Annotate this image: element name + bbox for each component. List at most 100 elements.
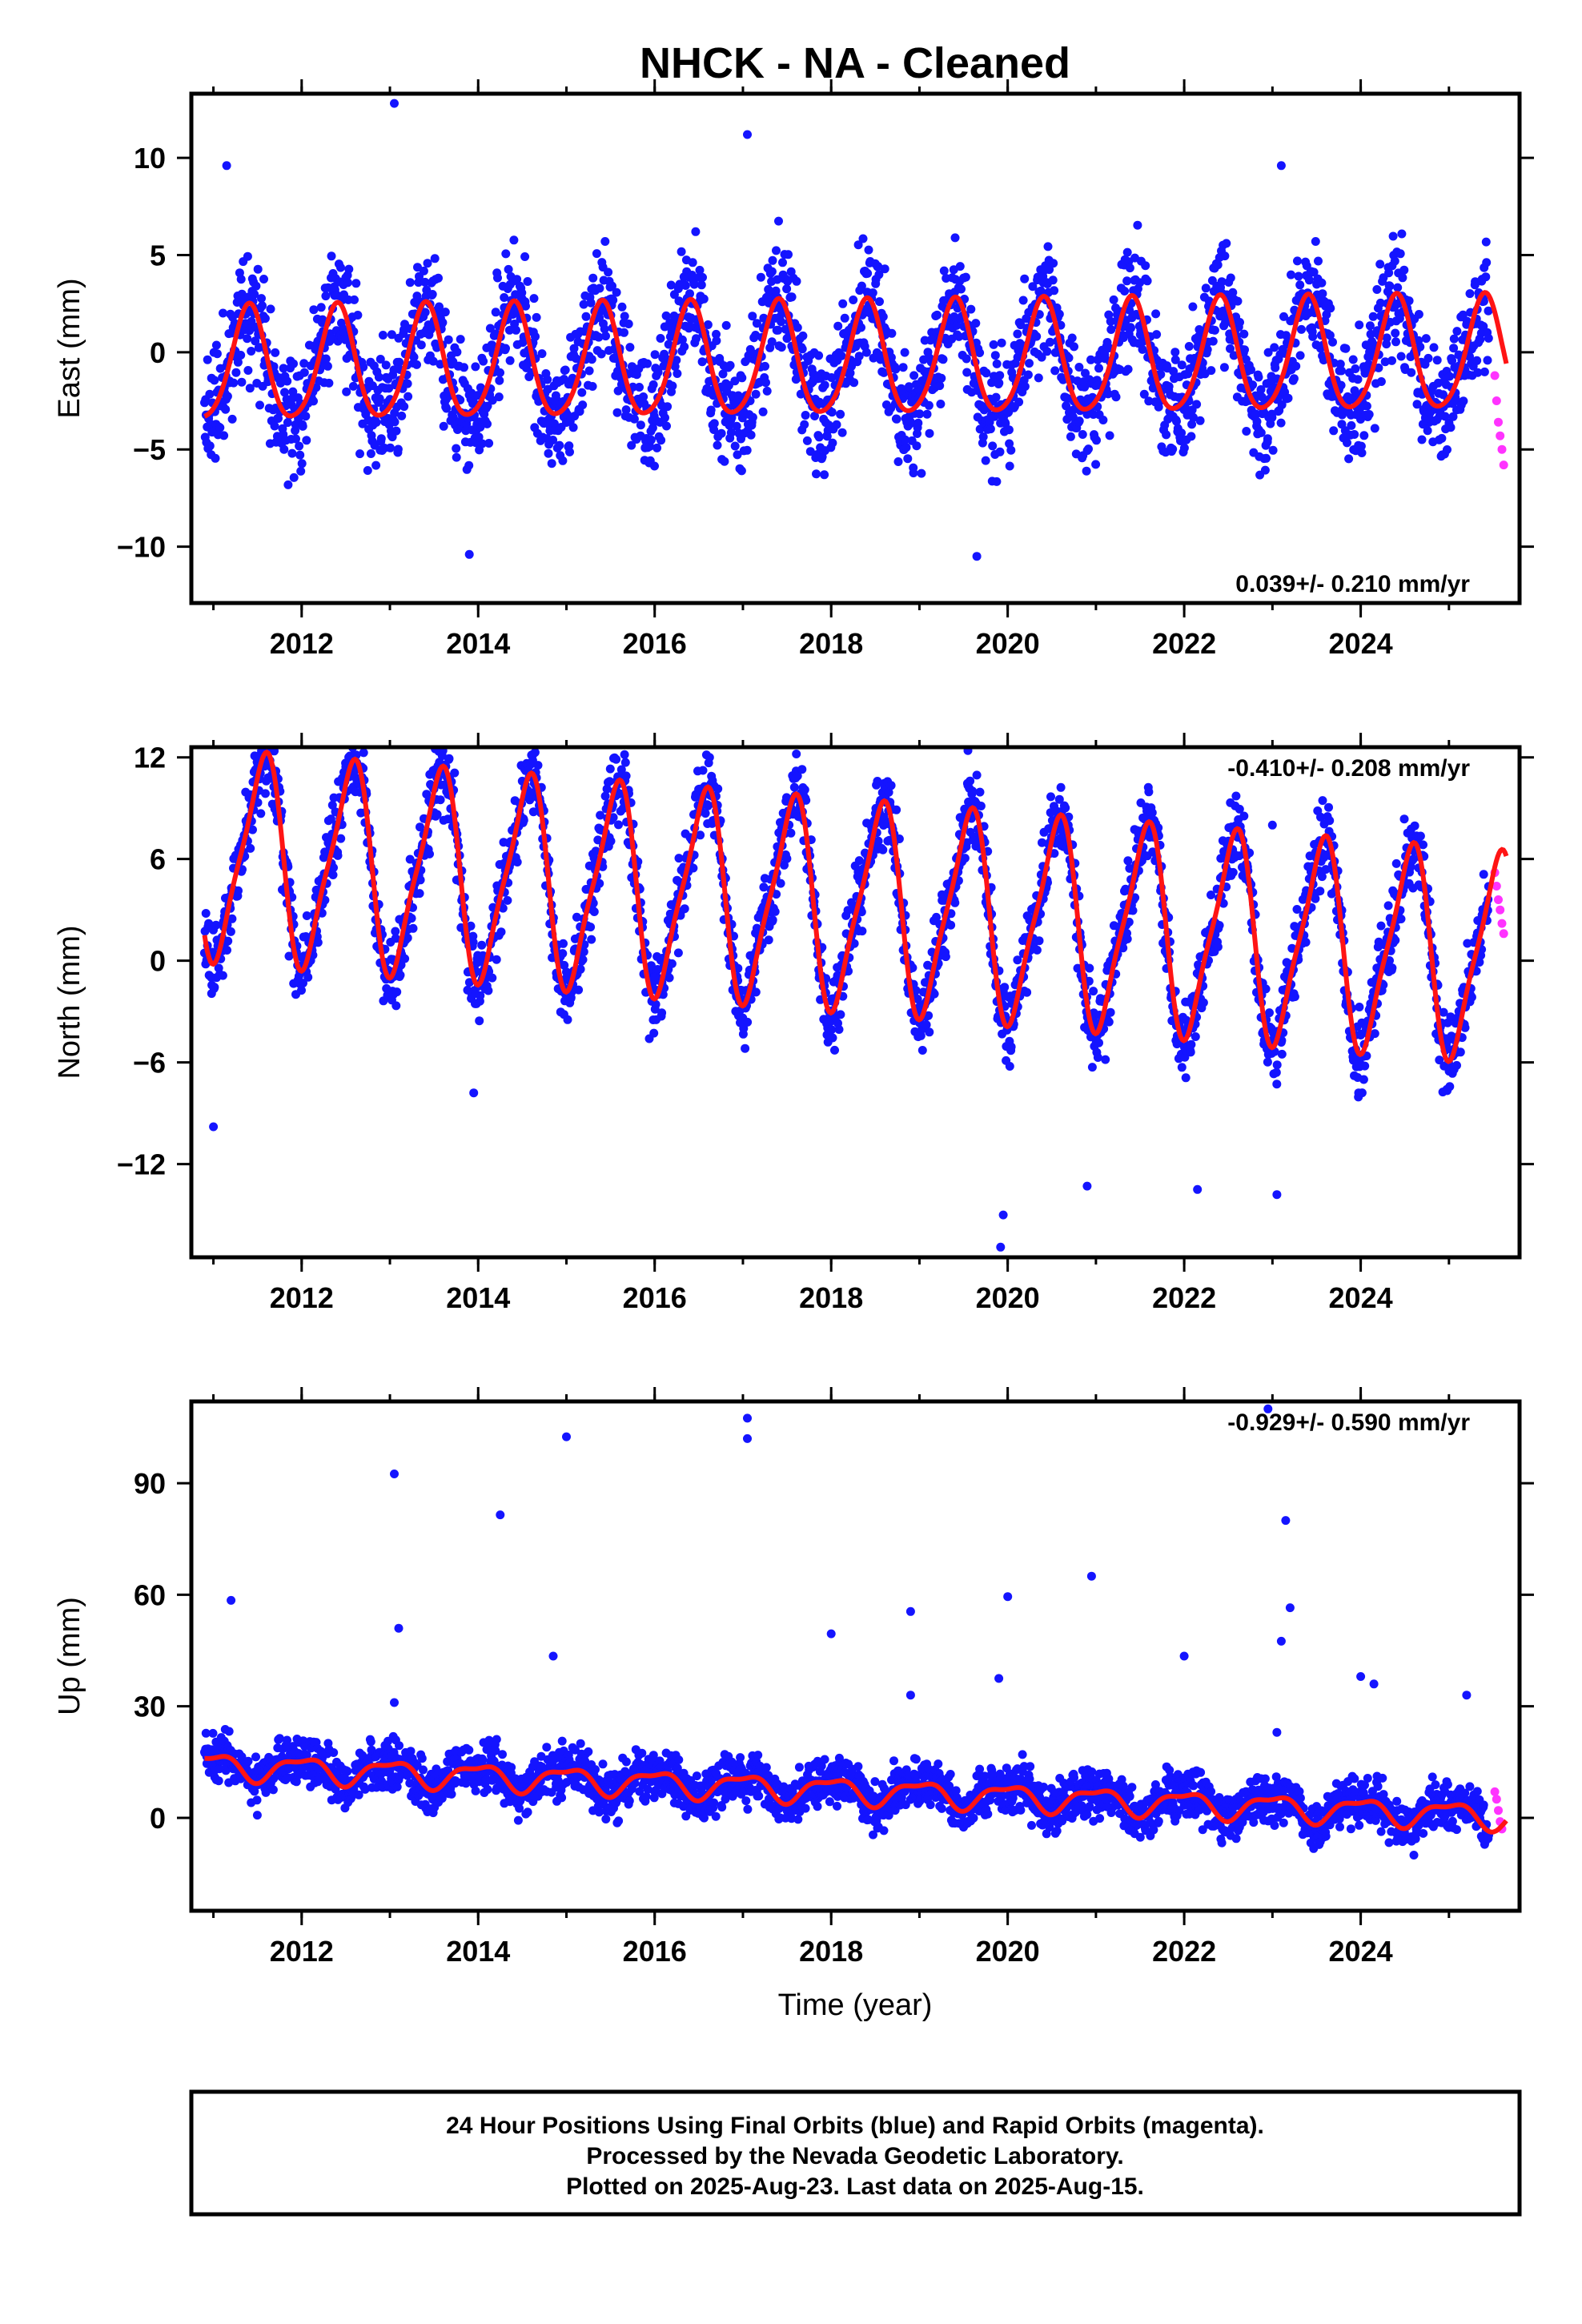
data-point [405,278,415,287]
data-point [1240,345,1249,355]
data-point [1085,963,1094,973]
data-point [620,312,629,321]
data-point [1222,239,1231,248]
data-point [340,328,350,338]
data-point [627,440,636,450]
data-point [797,344,807,354]
data-point [1050,366,1060,376]
data-point [488,340,497,350]
rapid-orbit-points [1490,371,1508,470]
data-point [588,273,598,283]
data-point [1124,917,1134,927]
data-point [218,971,227,980]
data-point [901,435,910,444]
data-point [620,750,629,759]
data-point [596,810,605,820]
data-point [1092,436,1101,445]
data-point [1448,412,1458,421]
data-point [1045,265,1054,275]
data-point [428,290,437,299]
data-point [650,350,660,360]
data-point [820,380,829,390]
data-point [219,431,229,440]
data-point [699,294,709,304]
data-point [887,328,897,338]
data-point [1067,333,1077,343]
data-point [251,281,261,291]
data-point [992,476,1002,486]
data-point [416,822,424,832]
data-point [777,317,786,327]
data-point [812,469,821,479]
data-point [748,412,757,422]
data-point [691,227,701,236]
data-point [786,828,796,838]
data-point [350,295,359,304]
data-point [681,281,690,290]
data-point [434,273,443,283]
data-point [280,388,289,397]
data-point [452,444,461,453]
data-point [828,1033,837,1043]
data-point [525,795,535,805]
data-point [342,387,351,396]
data-point [586,923,596,932]
data-point [1263,434,1272,444]
data-point [537,349,547,359]
data-point [689,863,698,873]
data-point [1068,412,1078,422]
data-point [1443,445,1452,454]
data-point [1207,891,1215,899]
data-point [748,312,757,321]
data-point [1375,298,1385,308]
data-point [1020,382,1030,392]
data-point [400,402,409,412]
data-point [938,355,948,364]
data-point [1326,304,1335,313]
data-point [1262,453,1271,463]
data-point [1235,318,1244,327]
data-point [376,434,386,444]
data-point [460,363,468,372]
data-point [1248,380,1258,390]
data-point [975,348,985,357]
data-point [656,334,665,343]
data-point [587,355,596,364]
data-point [988,441,998,451]
data-point [898,363,908,372]
data-point [1078,430,1087,439]
data-point [1429,343,1439,352]
data-point [936,400,946,408]
data-point [1105,431,1114,440]
data-point [1142,276,1152,286]
data-point [960,854,970,863]
data-point [400,954,410,963]
data-point [1357,448,1367,457]
data-point [911,986,921,995]
data-point [560,365,570,375]
data-point [966,776,975,786]
data-point [1074,363,1084,372]
data-point [680,342,689,352]
data-point [968,786,978,796]
data-point [381,360,391,370]
data-point [838,299,848,308]
data-point [295,450,305,460]
data-point [903,454,913,464]
data-point [412,360,421,369]
data-point [420,308,430,317]
data-point [1317,872,1327,882]
data-point [501,249,511,259]
data-point [391,927,400,936]
data-point [629,414,639,424]
data-point [1147,808,1157,818]
y-tick-label: 0 [150,336,166,369]
data-point [1081,368,1090,378]
data-point [648,423,657,432]
data-point [1032,945,1042,955]
data-point [768,915,777,925]
data-point [250,290,259,299]
data-point [496,927,506,937]
data-point [1195,416,1205,425]
data-point [892,414,901,424]
